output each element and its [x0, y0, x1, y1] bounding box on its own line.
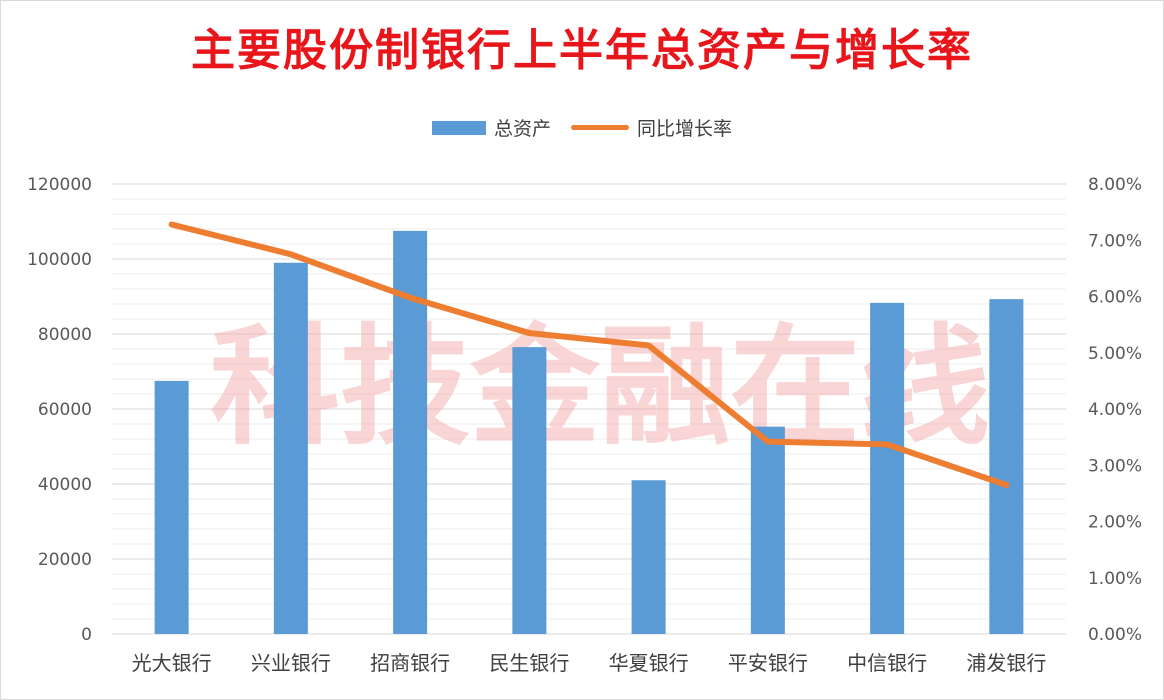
bar-光大银行 — [154, 380, 189, 634]
left-axis-tick-label: 0 — [81, 625, 92, 645]
line-series — [168, 221, 1010, 488]
left-axis-tick-label: 80000 — [38, 325, 92, 345]
bar-series — [154, 230, 1024, 634]
category-label: 招商银行 — [370, 651, 450, 675]
left-axis-tick-label: 100000 — [27, 250, 92, 270]
chart-title: 主要股份制银行上半年总资产与增长率 — [191, 25, 973, 76]
category-label: 华夏银行 — [609, 651, 689, 675]
watermark-text: 科技金融在线 — [210, 310, 990, 463]
watermark-layer: 科技金融在线 — [210, 310, 990, 463]
bar-兴业银行 — [273, 262, 308, 634]
legend-item-growth-rate: 同比增长率 — [571, 114, 732, 141]
bar-华夏银行 — [631, 480, 666, 634]
category-label: 浦发银行 — [966, 651, 1046, 675]
right-axis-tick-label: 6.00% — [1088, 288, 1142, 308]
legend-label-growth-rate: 同比增长率 — [637, 118, 733, 140]
bar-浦发银行 — [989, 299, 1024, 634]
axis-labels: 0 20000 40000 60000 80000 100000 120000 0.00% 1.… — [27, 175, 1142, 675]
legend-swatch-bar — [431, 120, 486, 135]
right-axis-tick-label: 5.00% — [1088, 344, 1142, 364]
category-label: 光大银行 — [132, 651, 212, 675]
right-axis-tick-label: 8.00% — [1088, 175, 1142, 195]
bar-民生银行 — [512, 347, 547, 634]
bar-平安银行 — [750, 426, 785, 634]
left-axis-tick-label: 120000 — [27, 175, 92, 195]
right-axis-tick-label: 1.00% — [1088, 569, 1142, 589]
left-axis-tick-label: 60000 — [38, 400, 92, 420]
chart-legend: 总资产 同比增长率 — [0, 114, 1164, 141]
legend-swatch-line — [571, 125, 629, 130]
right-axis-tick-label: 7.00% — [1088, 231, 1142, 251]
legend-item-total-assets: 总资产 — [431, 114, 551, 141]
bar-中信银行 — [870, 302, 905, 634]
right-axis-tick-label: 2.00% — [1088, 513, 1142, 533]
left-axis-tick-label: 40000 — [38, 475, 92, 495]
category-label: 中信银行 — [847, 651, 927, 675]
right-axis-tick-label: 3.00% — [1088, 456, 1142, 476]
legend-label-total-assets: 总资产 — [493, 118, 551, 140]
category-label: 兴业银行 — [251, 651, 331, 675]
gridlines — [112, 183, 1066, 635]
right-axis-tick-label: 4.00% — [1088, 400, 1142, 420]
right-axis-tick-label: 0.00% — [1088, 625, 1142, 645]
category-label: 民生银行 — [489, 651, 569, 675]
category-label: 平安银行 — [728, 651, 808, 675]
growth-rate-line — [168, 221, 1010, 488]
left-axis-tick-label: 20000 — [38, 550, 92, 570]
